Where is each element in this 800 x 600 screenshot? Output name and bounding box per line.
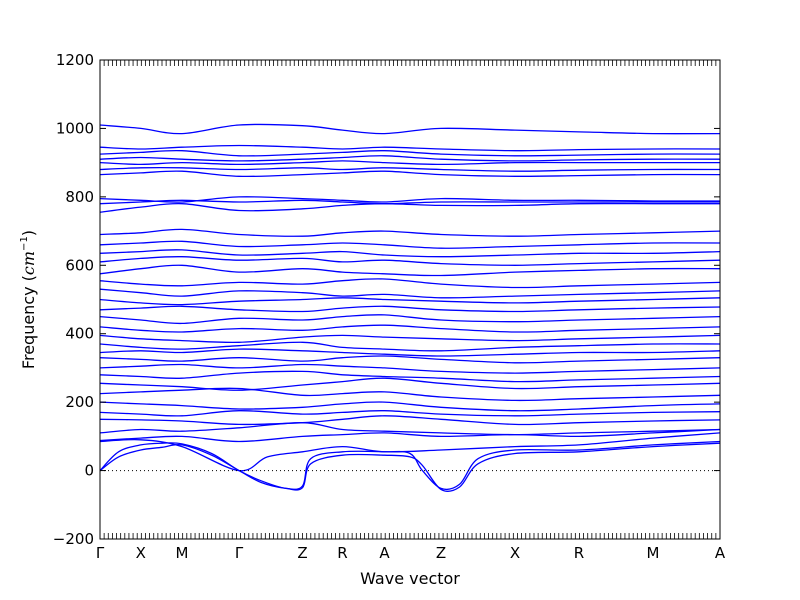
- x-tick-label: M: [176, 544, 189, 562]
- x-tick-label: Z: [436, 544, 446, 562]
- y-tick-label: 400: [65, 325, 94, 343]
- x-tick-label: A: [379, 544, 390, 562]
- x-tick-label: M: [647, 544, 660, 562]
- band-line: [100, 410, 720, 417]
- x-tick-label: Γ: [235, 544, 244, 562]
- band-line: [100, 415, 720, 426]
- band-line: [100, 297, 720, 306]
- x-tick-label: X: [510, 544, 520, 562]
- y-axis-label-close: ): [19, 230, 38, 236]
- band-line: [100, 199, 720, 205]
- y-tick-label: 1200: [56, 51, 94, 69]
- band-line: [100, 228, 720, 237]
- band-line: [100, 288, 720, 299]
- band-line: [100, 170, 720, 178]
- y-tick-label: 200: [65, 393, 94, 411]
- band-line: [100, 324, 720, 333]
- y-axis-label-exponent: −1: [19, 236, 30, 251]
- band-line: [100, 422, 720, 436]
- x-tick-label: A: [715, 544, 726, 562]
- band-line: [100, 377, 720, 391]
- acoustic-branch-line: [100, 440, 720, 491]
- band-line: [100, 387, 720, 402]
- band-line: [100, 314, 720, 325]
- band-line: [100, 348, 720, 357]
- band-line: [100, 264, 720, 277]
- band-line: [100, 341, 720, 352]
- band-line: [100, 196, 720, 203]
- band-line: [100, 355, 720, 364]
- band-line: [100, 363, 720, 374]
- band-line: [100, 305, 720, 313]
- y-tick-label: 0: [84, 462, 94, 480]
- band-line: [100, 160, 720, 166]
- band-line: [100, 144, 720, 152]
- y-tick-label: 1000: [56, 119, 94, 137]
- band-line: [100, 123, 720, 135]
- band-line: [100, 149, 720, 157]
- y-axis-ticks: −200 0 200 400 600 800 1000 1200: [53, 51, 720, 548]
- y-tick-label: 600: [65, 256, 94, 274]
- band-line: [100, 202, 720, 213]
- x-tick-label: R: [337, 544, 347, 562]
- x-tick-label: R: [574, 544, 584, 562]
- y-tick-label: 800: [65, 188, 94, 206]
- x-axis-label: Wave vector: [360, 569, 460, 588]
- band-line: [100, 249, 720, 258]
- band-lines: [100, 123, 720, 493]
- acoustic-branch-line: [100, 428, 720, 443]
- y-axis-label: Frequency (cm−1): [19, 230, 38, 369]
- y-axis-label-text: Frequency (: [19, 275, 38, 369]
- band-line: [100, 334, 720, 344]
- band-line: [100, 278, 720, 289]
- band-line: [100, 370, 720, 383]
- y-axis-label-unit: cm: [19, 251, 38, 275]
- band-line: [100, 155, 720, 162]
- x-tick-label: X: [136, 544, 146, 562]
- acoustic-branch-line: [100, 442, 720, 493]
- acoustic-branch-line: [100, 432, 720, 472]
- x-tick-label: Γ: [96, 544, 105, 562]
- y-tick-label: −200: [53, 530, 94, 548]
- band-line: [100, 240, 720, 249]
- band-line: [100, 256, 720, 266]
- band-line: [100, 166, 720, 172]
- band-line: [100, 401, 720, 412]
- x-tick-label: Z: [297, 544, 307, 562]
